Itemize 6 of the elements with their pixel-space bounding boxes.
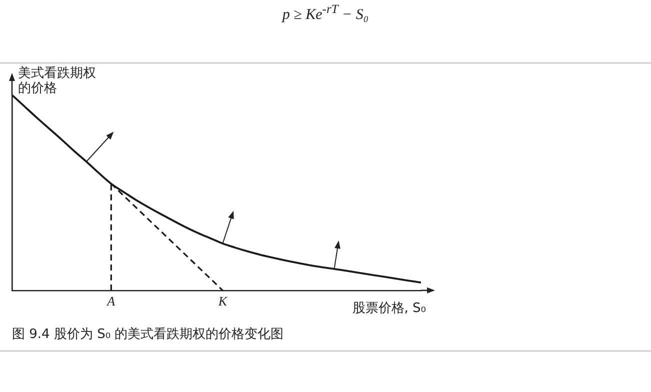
text: p ≥ Ke$^{-rT}$ − S₀ xyxy=(280,2,370,24)
x-tick-label: K xyxy=(217,294,228,309)
y-axis-title: 美式看跌期权的价格 xyxy=(18,66,97,96)
text: 图 9.4 股价为 S₀ 的美式看跌期权的价格变化图 xyxy=(12,326,284,343)
x-tick-label: A xyxy=(106,294,116,309)
x-axis-title: 股票价格, S₀ xyxy=(352,300,426,317)
